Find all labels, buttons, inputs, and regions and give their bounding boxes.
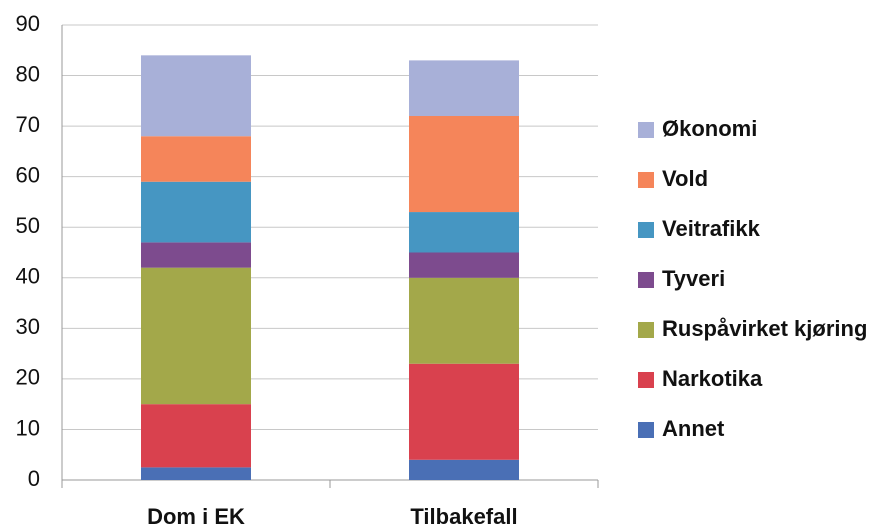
y-tick-label: 80 bbox=[16, 61, 40, 86]
bar-segment bbox=[409, 277, 519, 364]
bar-segment bbox=[141, 136, 251, 182]
y-tick-label: 40 bbox=[16, 264, 40, 289]
bar-segment bbox=[409, 60, 519, 116]
bar-segment bbox=[409, 212, 519, 253]
legend-label: Veitrafikk bbox=[662, 216, 761, 241]
bar-segment bbox=[141, 267, 251, 405]
bar-segment bbox=[141, 55, 251, 137]
legend-swatch bbox=[638, 272, 654, 288]
y-tick-label: 50 bbox=[16, 213, 40, 238]
legend-swatch bbox=[638, 372, 654, 388]
bar-segment bbox=[141, 404, 251, 468]
bar-segment bbox=[141, 242, 251, 268]
bar-segment bbox=[409, 252, 519, 278]
bar-segment bbox=[409, 363, 519, 460]
bar-segment bbox=[141, 181, 251, 243]
legend-swatch bbox=[638, 322, 654, 338]
legend-label: Økonomi bbox=[662, 116, 757, 141]
legend-label: Vold bbox=[662, 166, 708, 191]
bar-segment bbox=[409, 459, 519, 480]
bar-segment bbox=[141, 467, 251, 480]
legend-swatch bbox=[638, 222, 654, 238]
y-tick-label: 90 bbox=[16, 11, 40, 36]
y-tick-label: 30 bbox=[16, 314, 40, 339]
legend-swatch bbox=[638, 122, 654, 138]
y-tick-label: 60 bbox=[16, 162, 40, 187]
y-tick-label: 0 bbox=[28, 466, 40, 491]
x-tick-label: Dom i EK bbox=[147, 504, 245, 529]
legend-label: Tyveri bbox=[662, 266, 725, 291]
y-tick-label: 70 bbox=[16, 112, 40, 137]
bar-segment bbox=[409, 116, 519, 213]
legend-label: Narkotika bbox=[662, 366, 763, 391]
legend-label: Ruspåvirket kjøring bbox=[662, 316, 867, 341]
y-tick-label: 10 bbox=[16, 415, 40, 440]
x-tick-label: Tilbakefall bbox=[410, 504, 517, 529]
legend-label: Annet bbox=[662, 416, 725, 441]
legend-swatch bbox=[638, 172, 654, 188]
y-tick-label: 20 bbox=[16, 365, 40, 390]
legend-swatch bbox=[638, 422, 654, 438]
